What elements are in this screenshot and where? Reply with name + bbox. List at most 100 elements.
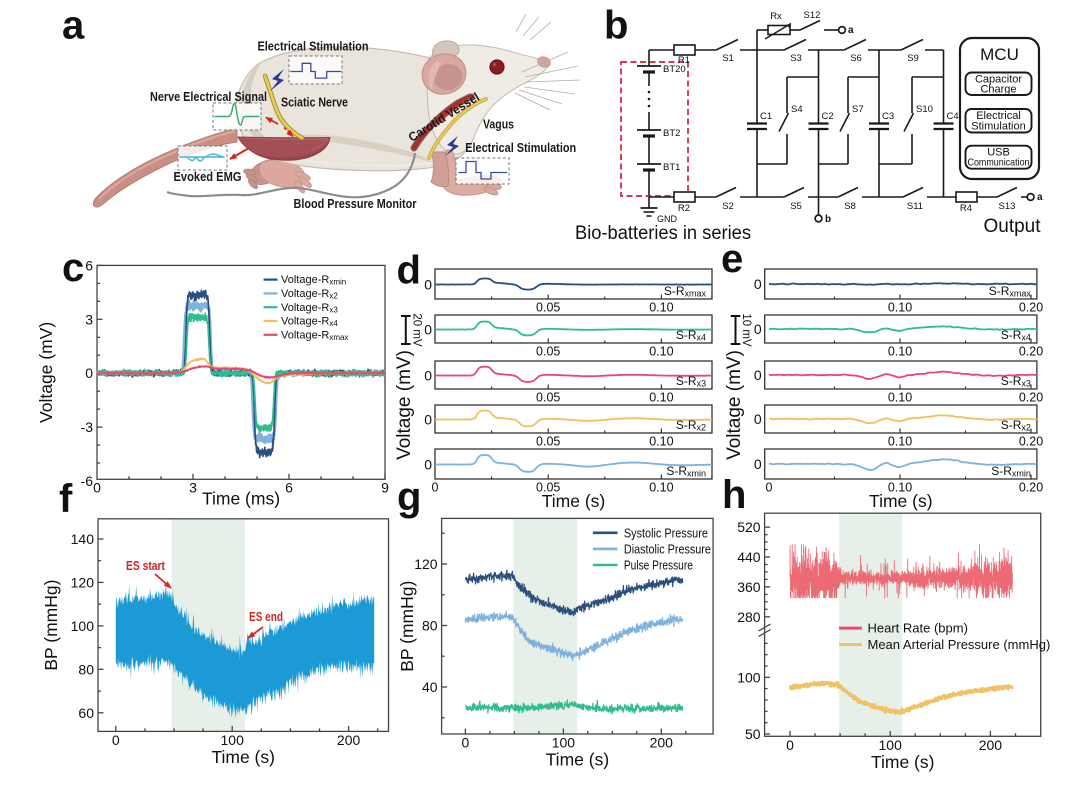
svg-text:Blood Pressure Monitor: Blood Pressure Monitor xyxy=(294,197,417,211)
svg-text:9: 9 xyxy=(381,479,389,495)
svg-text:0.05: 0.05 xyxy=(536,344,560,358)
svg-text:100: 100 xyxy=(552,735,576,751)
svg-text:0: 0 xyxy=(85,365,93,381)
svg-text:S-Rx4: S-Rx4 xyxy=(1001,328,1031,343)
svg-text:0.10: 0.10 xyxy=(649,344,673,358)
svg-text:0: 0 xyxy=(754,276,762,292)
svg-text:0.20: 0.20 xyxy=(1019,300,1043,314)
svg-text:S8: S8 xyxy=(844,201,856,212)
svg-text:0: 0 xyxy=(424,322,432,338)
svg-text:Vagus: Vagus xyxy=(483,118,514,132)
svg-text:Electrical Stimulation: Electrical Stimulation xyxy=(465,141,576,155)
svg-text:0.10: 0.10 xyxy=(888,434,912,448)
svg-text:0: 0 xyxy=(93,479,101,495)
svg-text:Time (s): Time (s) xyxy=(211,747,275,767)
svg-text:Time (ms): Time (ms) xyxy=(202,488,280,508)
svg-text:Heart Rate (bpm): Heart Rate (bpm) xyxy=(868,621,968,636)
svg-text:140: 140 xyxy=(71,531,95,547)
svg-text:S10: S10 xyxy=(916,104,933,115)
svg-text:Time (s): Time (s) xyxy=(546,750,610,770)
svg-text:0: 0 xyxy=(754,456,762,472)
svg-text:f: f xyxy=(59,477,73,521)
svg-text:Voltage (mV): Voltage (mV) xyxy=(724,350,745,460)
svg-text:0: 0 xyxy=(432,481,439,495)
svg-text:S-Rx4: S-Rx4 xyxy=(676,328,706,343)
svg-text:0.10: 0.10 xyxy=(888,481,912,495)
svg-text:S-Rx2: S-Rx2 xyxy=(676,418,706,433)
svg-text:Voltage (mV): Voltage (mV) xyxy=(36,322,56,423)
svg-text:-3: -3 xyxy=(81,419,94,435)
svg-text:Diastolic Pressure: Diastolic Pressure xyxy=(624,542,711,556)
svg-text:Mean Arterial Pressure (mmHg): Mean Arterial Pressure (mmHg) xyxy=(868,637,1051,652)
svg-text:0.20: 0.20 xyxy=(1019,481,1043,495)
svg-text:120: 120 xyxy=(414,556,438,572)
svg-text:USB: USB xyxy=(987,147,1010,159)
svg-text:Output: Output xyxy=(983,216,1041,237)
svg-text:Voltage-Rx2: Voltage-Rx2 xyxy=(281,288,338,301)
svg-text:0: 0 xyxy=(462,735,470,751)
svg-text:Time (s): Time (s) xyxy=(871,752,935,772)
svg-text:S3: S3 xyxy=(790,53,802,64)
svg-text:0.10: 0.10 xyxy=(649,300,673,314)
svg-text:0: 0 xyxy=(754,411,762,427)
svg-text:a: a xyxy=(62,4,85,48)
svg-text:Systolic Pressure: Systolic Pressure xyxy=(624,526,708,540)
svg-text:S-Rx2: S-Rx2 xyxy=(1001,418,1031,433)
svg-text:120: 120 xyxy=(71,574,95,590)
svg-text:Communication: Communication xyxy=(968,157,1030,169)
svg-text:C2: C2 xyxy=(822,111,834,122)
svg-text:Stimulation: Stimulation xyxy=(971,121,1025,133)
svg-text:Electrical: Electrical xyxy=(976,110,1021,122)
svg-text:100: 100 xyxy=(737,669,761,685)
svg-text:100: 100 xyxy=(71,618,95,634)
svg-text:GND: GND xyxy=(657,214,678,224)
svg-text:0: 0 xyxy=(766,481,773,495)
svg-text:520: 520 xyxy=(737,519,761,535)
svg-text:0: 0 xyxy=(754,367,762,383)
svg-text:Pulse Pressure: Pulse Pressure xyxy=(624,559,693,573)
svg-text:Voltage-Rxmin: Voltage-Rxmin xyxy=(281,274,346,287)
svg-text:100: 100 xyxy=(221,732,245,748)
svg-text:Voltage (mV): Voltage (mV) xyxy=(394,350,415,460)
svg-text:0: 0 xyxy=(424,457,432,473)
svg-text:S13: S13 xyxy=(999,201,1016,212)
svg-text:Capacitor: Capacitor xyxy=(975,74,1022,86)
svg-text:0.05: 0.05 xyxy=(536,434,560,448)
svg-text:80: 80 xyxy=(78,661,94,677)
svg-text:0: 0 xyxy=(424,277,432,293)
svg-text:0: 0 xyxy=(786,737,794,753)
svg-text:200: 200 xyxy=(979,737,1003,753)
svg-text:S6: S6 xyxy=(850,53,862,64)
svg-text:0: 0 xyxy=(424,412,432,428)
svg-text:20 mV: 20 mV xyxy=(411,313,423,347)
svg-text:Electrical Stimulation: Electrical Stimulation xyxy=(258,40,369,54)
svg-text:S-Rxmax: S-Rxmax xyxy=(664,284,707,299)
svg-text:C3: C3 xyxy=(882,111,894,122)
svg-text:C4: C4 xyxy=(947,111,959,122)
svg-text:0.10: 0.10 xyxy=(649,481,673,495)
svg-text:Voltage-Rx3: Voltage-Rx3 xyxy=(281,302,338,315)
svg-text:S-Rx3: S-Rx3 xyxy=(1001,374,1031,389)
svg-text:R1: R1 xyxy=(678,55,690,66)
svg-text:Sciatic Nerve: Sciatic Nerve xyxy=(281,96,348,110)
svg-text:100: 100 xyxy=(879,737,903,753)
svg-text:360: 360 xyxy=(737,579,761,595)
svg-text:b: b xyxy=(604,4,628,48)
svg-text:S1: S1 xyxy=(722,53,734,64)
svg-text:S5: S5 xyxy=(790,201,802,212)
svg-text:Voltage-Rx4: Voltage-Rx4 xyxy=(281,316,338,329)
svg-text:b: b xyxy=(825,214,831,225)
svg-text:280: 280 xyxy=(737,609,761,625)
svg-text:0.05: 0.05 xyxy=(536,390,560,404)
svg-text:0.20: 0.20 xyxy=(1019,344,1043,358)
svg-text:10 mV: 10 mV xyxy=(740,313,752,347)
svg-text:a: a xyxy=(1037,192,1043,203)
svg-text:60: 60 xyxy=(78,705,94,721)
svg-text:6: 6 xyxy=(85,257,93,273)
svg-text:6: 6 xyxy=(285,479,293,495)
svg-text:Evoked EMG: Evoked EMG xyxy=(174,170,242,184)
svg-text:a: a xyxy=(848,25,854,36)
svg-text:-6: -6 xyxy=(81,473,94,489)
svg-text:S9: S9 xyxy=(907,53,919,64)
svg-text:0.10: 0.10 xyxy=(649,434,673,448)
